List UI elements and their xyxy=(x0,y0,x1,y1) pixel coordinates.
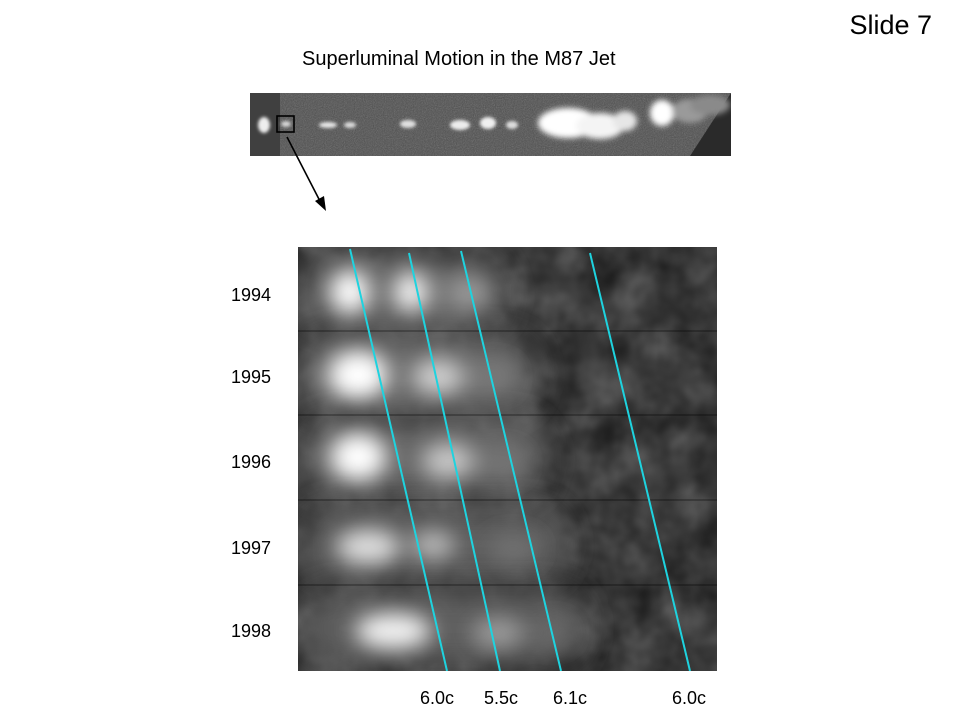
time-series-graphic xyxy=(298,247,717,671)
year-label-1994: 1994 xyxy=(231,285,272,305)
row-1995 xyxy=(303,339,533,409)
row-1996 xyxy=(303,422,543,494)
jet-image-graphic xyxy=(250,93,731,156)
slide-number: Slide 7 xyxy=(849,10,932,40)
motion-line-4 xyxy=(589,252,691,671)
row-1997 xyxy=(303,509,563,579)
motion-lines xyxy=(349,248,691,671)
figure-title: Superluminal Motion in the M87 Jet xyxy=(302,48,616,70)
motion-line-2 xyxy=(408,252,501,671)
jet-overview-image xyxy=(250,93,731,156)
year-label-1996: 1996 xyxy=(231,452,272,472)
zoom-arrow xyxy=(286,136,326,211)
motion-line-3 xyxy=(460,250,562,671)
selection-box xyxy=(276,115,295,133)
speed-label-2: 5.5c xyxy=(484,688,519,708)
year-label-1997: 1997 xyxy=(231,538,272,558)
row-1994 xyxy=(303,257,503,327)
year-label-1998: 1998 xyxy=(231,621,272,641)
row-1998 xyxy=(303,592,583,664)
row-separators xyxy=(298,330,717,586)
speed-label-1: 6.0c xyxy=(420,688,455,708)
speed-label-4: 6.0c xyxy=(672,688,707,708)
time-series-panel xyxy=(298,247,717,671)
year-label-1995: 1995 xyxy=(231,367,272,387)
speed-label-3: 6.1c xyxy=(553,688,588,708)
motion-line-1 xyxy=(349,248,448,671)
